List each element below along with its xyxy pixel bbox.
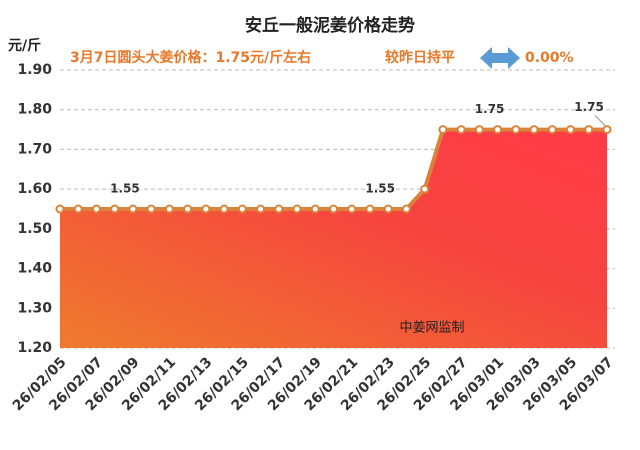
point — [329, 204, 338, 214]
point — [401, 204, 411, 214]
point — [438, 125, 448, 135]
point — [383, 204, 393, 214]
point — [237, 204, 247, 214]
label-leader — [594, 115, 606, 126]
point — [474, 125, 484, 135]
chart-title: 安丘一般泥姜价格走势 — [245, 15, 415, 36]
y-tick-label: 1.30 — [17, 300, 52, 316]
point — [201, 204, 211, 214]
y-tick-label: 1.80 — [17, 102, 52, 118]
y-tick-label: 1.60 — [17, 181, 52, 197]
change-text: 较昨日持平 — [385, 49, 455, 66]
change-value: 0.00% — [525, 50, 574, 66]
point — [219, 204, 229, 214]
point — [310, 204, 320, 214]
data-label: 1.55 — [365, 182, 395, 196]
point — [91, 204, 101, 214]
point — [274, 204, 284, 214]
point — [420, 184, 430, 194]
point — [55, 204, 65, 214]
point — [602, 125, 612, 135]
point — [128, 204, 138, 214]
y-axis-label: 元/斤 — [8, 37, 41, 54]
y-tick-label: 1.40 — [17, 261, 52, 277]
watermark: 中姜网监制 — [399, 321, 464, 336]
point — [256, 204, 266, 214]
point — [146, 204, 156, 214]
area — [60, 129, 607, 348]
point — [456, 125, 466, 135]
point — [529, 125, 539, 135]
point — [511, 125, 521, 135]
point — [73, 204, 83, 214]
point — [110, 204, 120, 214]
point — [183, 204, 193, 214]
flat-arrow-icon — [480, 47, 520, 69]
data-label: 1.55 — [110, 182, 140, 196]
plot-area: 1.201.301.401.501.601.701.801.9026/02/05… — [10, 62, 617, 414]
point — [292, 204, 302, 214]
y-tick-label: 1.20 — [17, 340, 52, 356]
point — [547, 125, 557, 135]
point — [566, 125, 576, 135]
chart-subtitle: 3月7日圆头大姜价格：1.75元/斤左右 — [70, 49, 311, 66]
y-tick-label: 1.50 — [17, 221, 52, 237]
point — [347, 204, 357, 214]
data-label: 1.75 — [574, 100, 604, 114]
point — [164, 204, 174, 214]
data-label: 1.75 — [475, 102, 505, 116]
point — [365, 204, 375, 214]
point — [584, 125, 594, 135]
y-tick-label: 1.90 — [17, 62, 52, 78]
y-tick-label: 1.70 — [17, 141, 52, 157]
point — [493, 125, 503, 135]
